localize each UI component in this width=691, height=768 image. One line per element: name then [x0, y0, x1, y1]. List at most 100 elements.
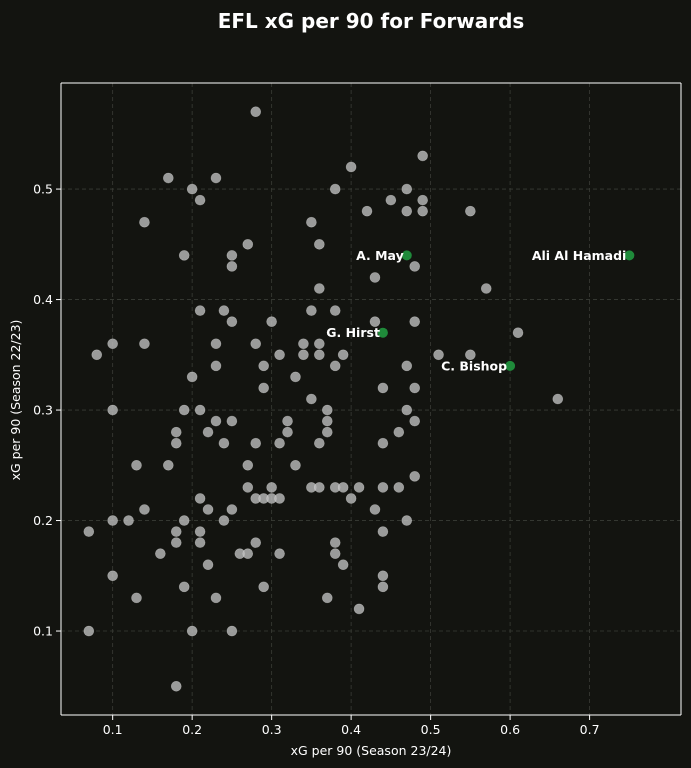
scatter-point — [242, 239, 254, 250]
scatter-point — [393, 426, 405, 438]
scatter-point — [377, 437, 389, 449]
scatter-point — [329, 537, 341, 548]
scatter-point — [321, 426, 333, 438]
scatter-point — [91, 349, 103, 361]
scatter-point — [274, 349, 285, 361]
scatter-point — [465, 349, 476, 361]
scatter-point — [306, 305, 317, 316]
scatter-point — [377, 581, 389, 593]
scatter-point — [218, 437, 230, 449]
scatter-point — [250, 106, 262, 118]
scatter-point — [107, 404, 118, 416]
scatter-point — [409, 471, 421, 482]
chart-title: EFL xG per 90 for Forwards — [218, 9, 525, 33]
scatter-point — [314, 437, 325, 449]
scatter-point — [329, 183, 341, 195]
scatter-point — [552, 393, 564, 405]
scatter-point — [361, 205, 373, 217]
scatter-point — [226, 250, 238, 261]
scatter-point — [417, 150, 428, 162]
highlighted-point — [624, 250, 635, 261]
scatter-point — [314, 349, 325, 361]
scatter-point — [377, 482, 389, 493]
scatter-point — [353, 603, 365, 615]
scatter-point — [321, 592, 333, 604]
scatter-point — [377, 382, 389, 394]
scatter-point — [218, 305, 230, 316]
scatter-point — [218, 515, 230, 526]
scatter-point — [107, 515, 118, 526]
axes: 0.1 0.2 0.3 0.4 0.5 0.6 0.7 0.1 0.2 0.3 0.4 0.5 — [33, 82, 682, 737]
scatter-point — [353, 482, 365, 493]
scatter-point — [306, 393, 317, 405]
scatter-point — [242, 548, 254, 559]
scatter-point — [170, 437, 182, 449]
scatter-point — [242, 482, 254, 493]
scatter-point — [107, 338, 118, 350]
x-tick-label: 0.2 — [182, 722, 202, 737]
scatter-point — [139, 338, 150, 350]
scatter-point — [258, 382, 269, 394]
x-tick-label: 0.7 — [580, 722, 600, 737]
scatter-point — [377, 570, 389, 582]
scatter-point — [433, 349, 444, 361]
scatter-point — [155, 548, 166, 559]
scatter-point — [194, 537, 206, 548]
scatter-point — [266, 482, 277, 493]
highlighted-point — [505, 360, 516, 371]
scatter-point — [242, 459, 254, 471]
scatter-point — [226, 625, 238, 637]
scatter-point — [345, 493, 357, 504]
scatter-point — [194, 493, 206, 504]
player-label: A. May — [356, 248, 404, 263]
scatter-point — [226, 504, 238, 515]
scatter-point — [210, 338, 222, 350]
scatter-point — [274, 493, 285, 504]
scatter-point — [298, 338, 309, 350]
scatter-point — [282, 415, 293, 427]
scatter-point — [178, 250, 190, 261]
scatter-point — [369, 272, 381, 283]
scatter-point — [306, 216, 317, 228]
scatter-point — [409, 415, 421, 427]
scatter-point — [163, 459, 174, 471]
scatter-point — [282, 426, 293, 438]
scatter-point — [345, 161, 357, 173]
y-tick-label: 0.3 — [33, 403, 53, 418]
scatter-point — [194, 305, 206, 316]
scatter-point — [321, 415, 333, 427]
scatter-point — [210, 172, 222, 184]
scatter-point — [210, 415, 222, 427]
scatter-point — [409, 316, 421, 327]
scatter-point — [83, 625, 95, 637]
scatter-point — [210, 360, 222, 372]
x-axis-label: xG per 90 (Season 23/24) — [291, 743, 452, 758]
scatter-point — [194, 526, 206, 537]
scatter-point — [377, 526, 389, 537]
scatter-point — [385, 194, 397, 206]
scatter-point — [393, 482, 405, 493]
scatter-point — [163, 172, 174, 184]
scatter-point — [298, 349, 309, 361]
scatter-point — [274, 437, 285, 449]
scatter-point — [401, 515, 413, 526]
scatter-point — [107, 570, 118, 582]
scatter-point — [417, 194, 428, 206]
scatter-point — [337, 482, 349, 493]
scatter-point — [178, 404, 190, 416]
x-tick-label: 0.3 — [262, 722, 282, 737]
scatter-point — [210, 592, 222, 604]
y-tick-label: 0.1 — [33, 624, 53, 639]
scatter-point — [170, 537, 182, 548]
scatter-point — [131, 459, 142, 471]
scatter-point — [417, 205, 428, 217]
scatter-point — [314, 482, 325, 493]
x-tick-label: 0.6 — [500, 722, 520, 737]
highlighted-point — [377, 327, 388, 338]
scatter-point — [329, 305, 341, 316]
scatter-point — [266, 316, 277, 327]
scatter-point — [139, 504, 150, 515]
scatter-point — [409, 261, 421, 272]
scatter-point — [314, 283, 325, 294]
scatter-point — [401, 205, 413, 217]
